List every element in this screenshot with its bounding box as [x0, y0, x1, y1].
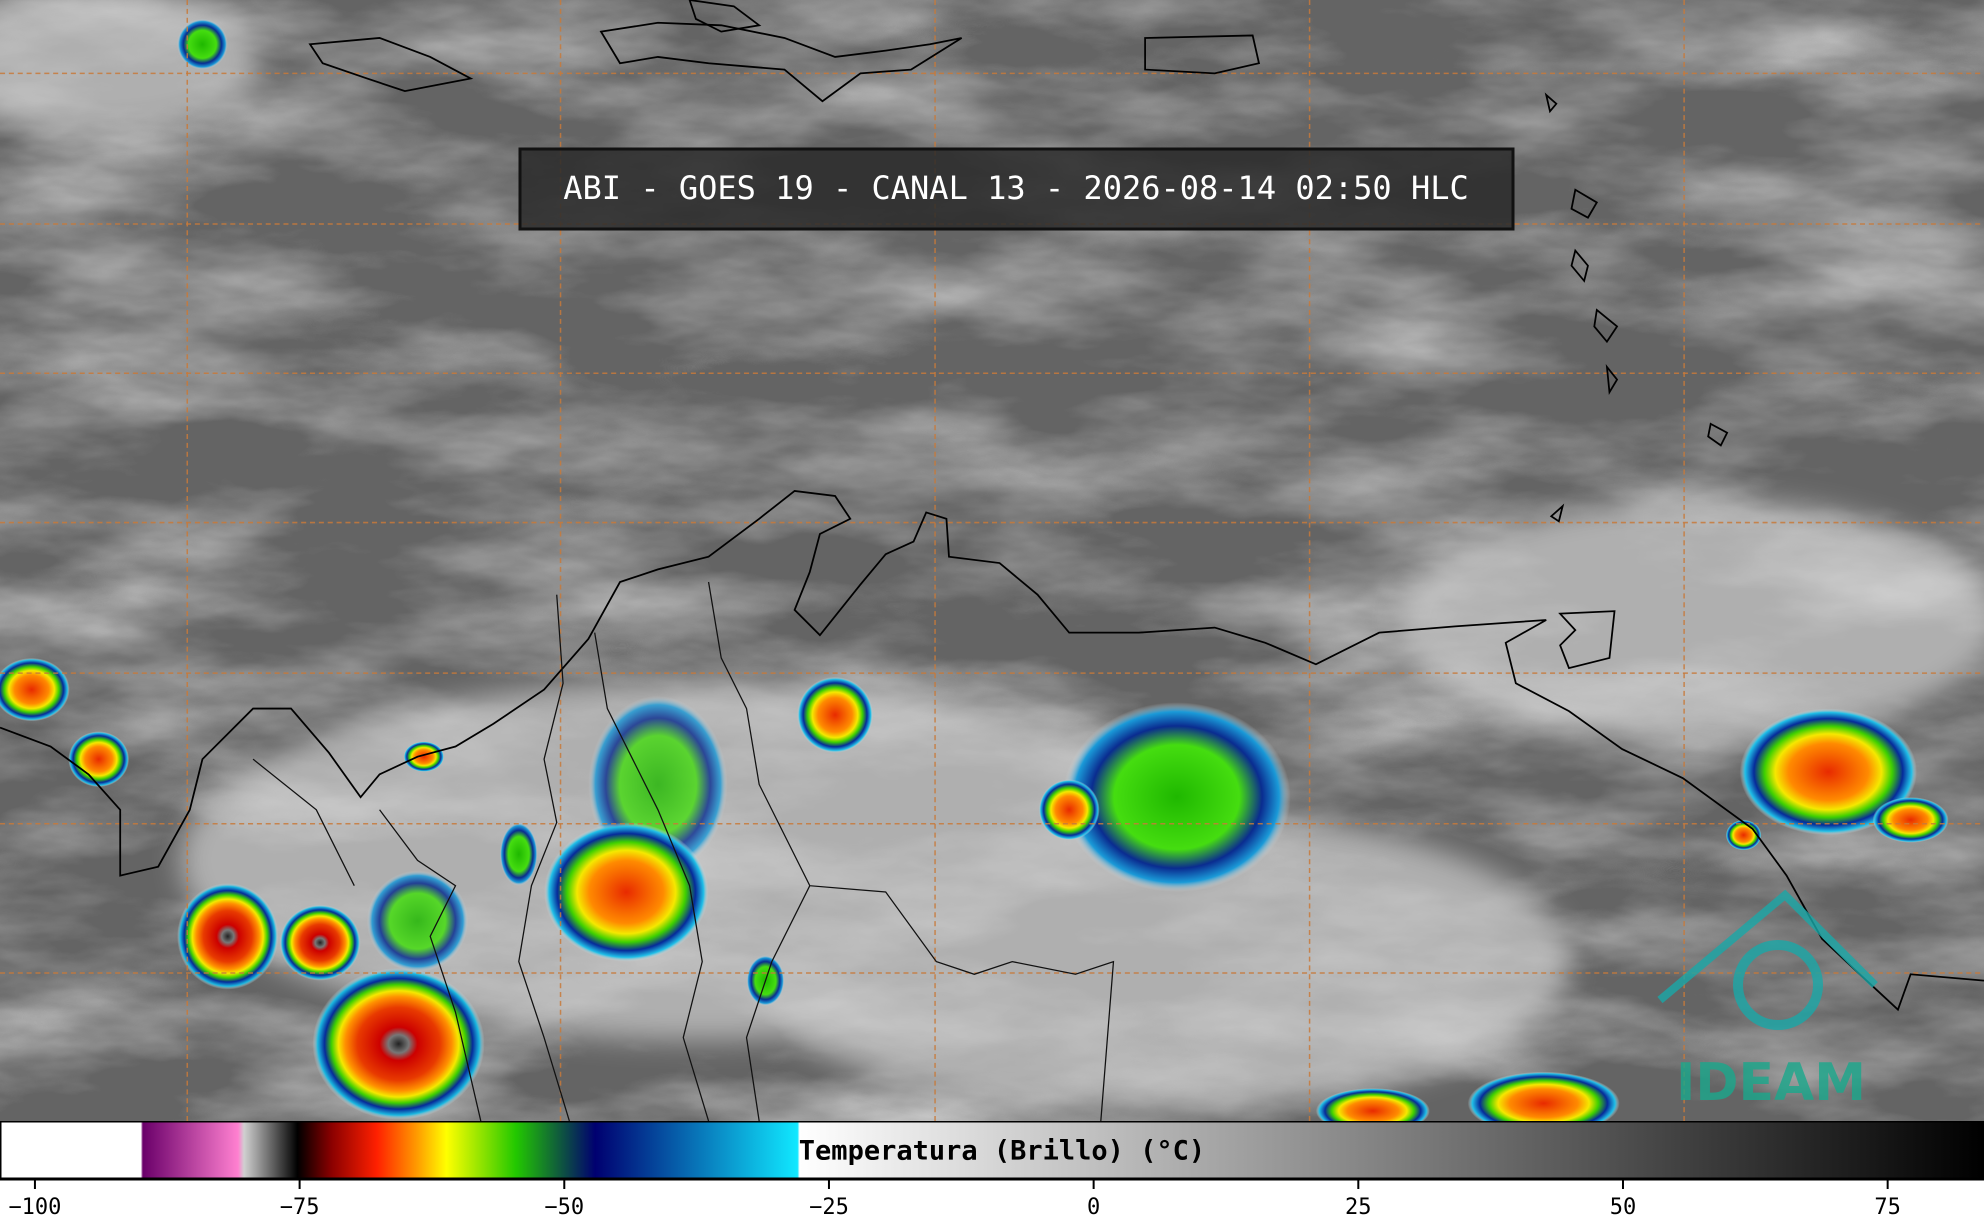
- tick-label: −25: [809, 1195, 849, 1220]
- title: ABI - GOES 19 - CANAL 13 - 2026-08-14 02…: [563, 169, 1468, 207]
- storms: [0, 18, 1949, 1121]
- title-box: ABI - GOES 19 - CANAL 13 - 2026-08-14 02…: [518, 147, 1515, 231]
- colorbar-label: Temperatura (Brillo) (°C): [799, 1136, 1205, 1167]
- satellite-map: ABI - GOES 19 - CANAL 13 - 2026-08-14 02…: [0, 0, 1984, 1121]
- colorbar-scale: [0, 1121, 1984, 1181]
- tick-label: −100: [8, 1195, 61, 1220]
- tick-label: 50: [1610, 1195, 1637, 1220]
- tick-label: −75: [280, 1195, 320, 1220]
- tick-label: 25: [1345, 1195, 1372, 1220]
- cloud-areas: [0, 0, 1984, 1110]
- tick-label: −50: [544, 1195, 584, 1220]
- colorbar: Temperatura (Brillo) (°C) −100 −75 −50 −25 0…: [0, 1121, 1984, 1220]
- logo: IDEAM: [1657, 889, 1878, 1113]
- logo-text: IDEAM: [1676, 1053, 1866, 1113]
- tick-label: 75: [1874, 1195, 1901, 1220]
- coastlines: [0, 0, 1984, 1121]
- tick-label: 0: [1087, 1195, 1100, 1220]
